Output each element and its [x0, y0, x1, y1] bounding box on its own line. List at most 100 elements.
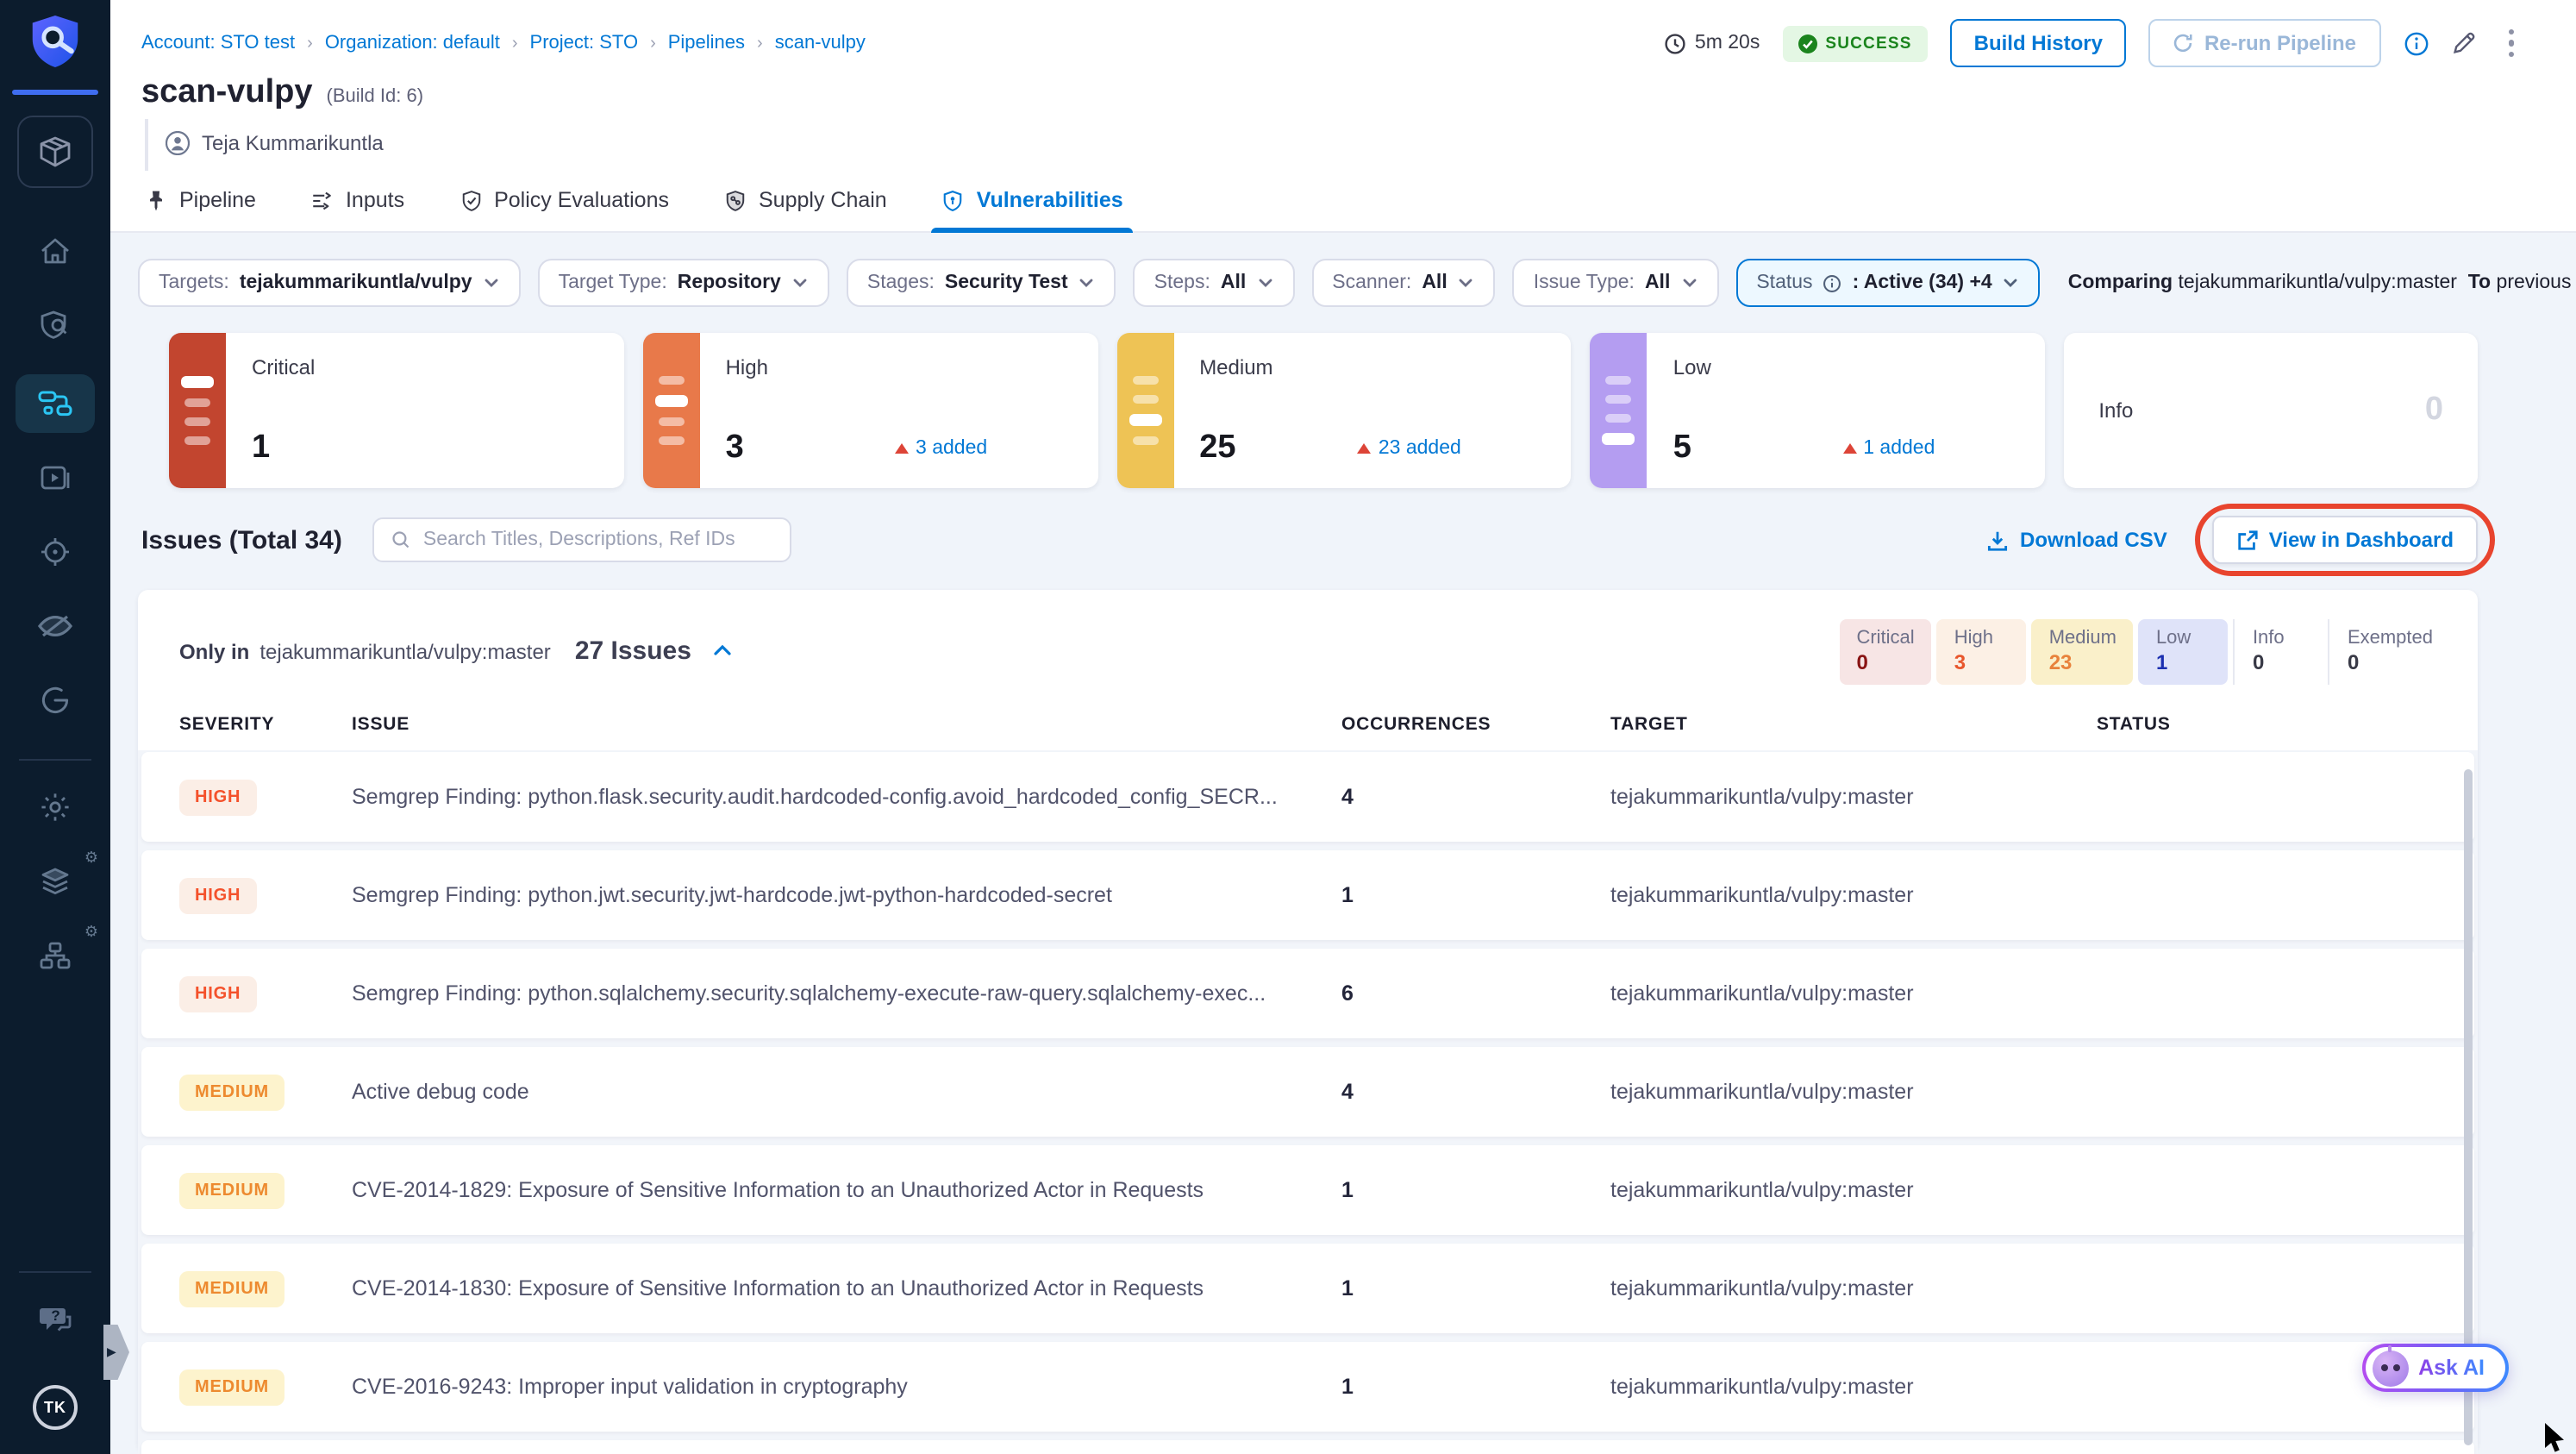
harness-sto-logo-icon[interactable]	[29, 14, 81, 78]
high-count: 3	[725, 429, 744, 466]
breadcrumb-account[interactable]: Account: STO test	[141, 33, 296, 53]
occurrences: 4	[1341, 785, 1354, 809]
sidebar-item-default-settings[interactable]: ⚙	[21, 849, 98, 907]
high-added-link[interactable]: 3 added	[895, 438, 987, 459]
table-row[interactable]: HIGH Semgrep Finding: python.sqlalchemy.…	[141, 949, 2474, 1038]
sidebar-item-pipelines[interactable]	[16, 374, 95, 433]
table-header: SEVERITY ISSUE OCCURRENCES TARGET STATUS	[138, 704, 2478, 750]
issue-title[interactable]: CVE-2014-1829: Exposure of Sensitive Inf…	[352, 1178, 1204, 1202]
breadcrumb-separator: ›	[511, 34, 518, 53]
sidebar-item-executions[interactable]	[21, 452, 90, 504]
main-panel: Account: STO test › Organization: default…	[110, 0, 2576, 1454]
chevron-down-icon	[2004, 279, 2018, 287]
severity-card-medium[interactable]: Medium 25 23 added	[1116, 333, 1572, 488]
severity-card-info[interactable]: Info 0	[2064, 333, 2478, 488]
external-link-icon	[2238, 530, 2258, 549]
issue-title[interactable]: Semgrep Finding: python.sqlalchemy.secur…	[352, 981, 1266, 1006]
sidebar-item-organizations[interactable]: ⚙	[21, 923, 98, 981]
severity-cards-row: Critical 1 High 3 3 added Medium 25	[169, 333, 2478, 488]
col-status: STATUS	[2097, 714, 2171, 735]
severity-badge: HIGH	[179, 779, 257, 815]
tab-inputs[interactable]: Inputs	[308, 174, 408, 231]
issue-title[interactable]: Semgrep Finding: python.flask.security.a…	[352, 785, 1278, 809]
severity-card-critical[interactable]: Critical 1	[169, 333, 624, 488]
medium-added-link[interactable]: 23 added	[1357, 438, 1461, 459]
table-row[interactable]: MEDIUM Active debug code 4 tejakummariku…	[141, 1047, 2474, 1137]
low-added-link[interactable]: 1 added	[1842, 438, 1935, 459]
breadcrumb-separator: ›	[307, 34, 313, 53]
executions-icon	[41, 466, 70, 490]
sidebar-item-security-review[interactable]	[21, 600, 90, 652]
issue-title[interactable]: CVE-2016-9243: Improper input validation…	[352, 1375, 908, 1399]
tab-policy-evaluations[interactable]: Policy Evaluations	[456, 174, 672, 231]
issues-search[interactable]	[372, 517, 792, 562]
comparing-note: Comparing tejakummarikuntla/vulpy:master…	[2067, 273, 2576, 293]
breadcrumb-project[interactable]: Project: STO	[529, 33, 639, 53]
sidebar-item-getting-started[interactable]	[21, 674, 90, 726]
issue-title[interactable]: Semgrep Finding: python.jwt.security.jwt…	[352, 883, 1112, 907]
table-rows: HIGH Semgrep Finding: python.flask.secur…	[138, 750, 2478, 1454]
sidebar-item-settings[interactable]	[21, 781, 90, 833]
breadcrumb-organization[interactable]: Organization: default	[324, 33, 500, 53]
shield-nodes-icon	[726, 190, 745, 210]
tab-supply-chain[interactable]: Supply Chain	[721, 174, 891, 231]
filter-scanner[interactable]: Scanner: All	[1311, 259, 1496, 307]
sidebar-divider	[19, 1271, 91, 1273]
module-selector-button[interactable]	[17, 116, 93, 188]
table-row[interactable]: HIGH Semgrep Finding: python.flask.secur…	[141, 752, 2474, 842]
severity-badge: MEDIUM	[179, 1270, 284, 1307]
sidebar-item-home[interactable]	[21, 226, 90, 278]
filter-issue-type[interactable]: Issue Type: All	[1512, 259, 1719, 307]
severity-badge: HIGH	[179, 975, 257, 1012]
table-row[interactable]: MEDIUM CVE-2014-1830: Exposure of Sensit…	[141, 1244, 2474, 1333]
severity-card-low[interactable]: Low 5 1 added	[1590, 333, 2046, 488]
filter-stages[interactable]: Stages: Security Test	[846, 259, 1116, 307]
sidebar-item-overview[interactable]	[21, 300, 90, 352]
more-options-button[interactable]	[2498, 26, 2524, 61]
breadcrumb-separator: ›	[757, 34, 763, 53]
build-history-button[interactable]: Build History	[1949, 19, 2127, 67]
issue-title[interactable]: Active debug code	[352, 1080, 529, 1104]
tab-vulnerabilities[interactable]: Vulnerabilities	[931, 174, 1134, 233]
tab-pipeline[interactable]: Pipeline	[141, 174, 259, 231]
edit-pipeline-button[interactable]	[2451, 31, 2475, 55]
eye-off-icon	[37, 615, 73, 637]
chip-info: Info 0	[2233, 619, 2323, 685]
build-duration: 5m 20s	[1664, 32, 1760, 54]
table-scrollbar[interactable]	[2464, 769, 2473, 1445]
collapse-group-button[interactable]	[712, 636, 733, 667]
user-avatar[interactable]: TK	[33, 1385, 78, 1430]
clock-icon	[1665, 33, 1685, 53]
build-id: (Build Id: 6)	[326, 86, 424, 107]
info-button[interactable]	[2403, 30, 2429, 56]
table-row[interactable]: MEDIUM	[141, 1440, 2474, 1454]
breadcrumb-separator: ›	[650, 34, 656, 53]
rerun-pipeline-button[interactable]: Re-run Pipeline	[2148, 19, 2380, 67]
check-circle-icon	[1798, 34, 1817, 53]
download-csv-button[interactable]: Download CSV	[1985, 528, 2167, 552]
filter-steps[interactable]: Steps: All	[1133, 259, 1295, 307]
search-input[interactable]	[422, 530, 773, 550]
group-issue-count: 27 Issues	[574, 636, 691, 666]
left-sidebar: ⚙ ⚙ ? TK	[0, 0, 110, 1454]
sidebar-item-targets[interactable]	[21, 526, 90, 578]
breadcrumb-pipelines[interactable]: Pipelines	[667, 33, 746, 53]
search-icon	[393, 531, 410, 548]
severity-card-high[interactable]: High 3 3 added	[642, 333, 1098, 488]
table-row[interactable]: HIGH Semgrep Finding: python.jwt.securit…	[141, 850, 2474, 940]
filter-target-type[interactable]: Target Type: Repository	[537, 259, 829, 307]
table-row[interactable]: MEDIUM CVE-2016-9243: Improper input val…	[141, 1342, 2474, 1432]
issue-title[interactable]: CVE-2014-1830: Exposure of Sensitive Inf…	[352, 1276, 1204, 1300]
severity-badge: MEDIUM	[179, 1172, 284, 1208]
shield-check-icon	[461, 190, 480, 210]
ask-ai-button[interactable]: Ask AI	[2361, 1344, 2509, 1392]
view-in-dashboard-button[interactable]: View in Dashboard	[2211, 516, 2478, 564]
filter-status[interactable]: Status : Active (34) +4	[1735, 259, 2041, 307]
filter-targets[interactable]: Targets: tejakummarikuntla/vulpy	[138, 259, 521, 307]
breadcrumb-current[interactable]: scan-vulpy	[774, 33, 866, 53]
chip-exempted: Exempted 0	[2328, 619, 2450, 685]
vulnerabilities-content: Targets: tejakummarikuntla/vulpy Target T…	[110, 233, 2576, 1454]
occurrences: 1	[1341, 883, 1354, 907]
help-chat-button[interactable]: ?	[21, 1294, 90, 1345]
table-row[interactable]: MEDIUM CVE-2014-1829: Exposure of Sensit…	[141, 1145, 2474, 1235]
